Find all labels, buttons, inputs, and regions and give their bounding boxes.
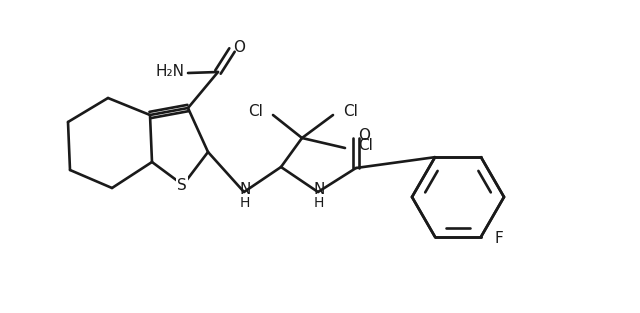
Text: Cl: Cl [248, 105, 263, 120]
Text: H: H [314, 196, 324, 210]
Text: Cl: Cl [358, 137, 373, 152]
Text: O: O [233, 40, 245, 55]
Text: O: O [358, 129, 370, 143]
Text: Cl: Cl [343, 105, 358, 120]
Text: N: N [314, 182, 324, 198]
Text: H: H [240, 196, 250, 210]
Text: H₂N: H₂N [156, 64, 184, 80]
Text: F: F [495, 231, 504, 246]
Text: N: N [239, 182, 251, 198]
Text: S: S [177, 177, 187, 192]
